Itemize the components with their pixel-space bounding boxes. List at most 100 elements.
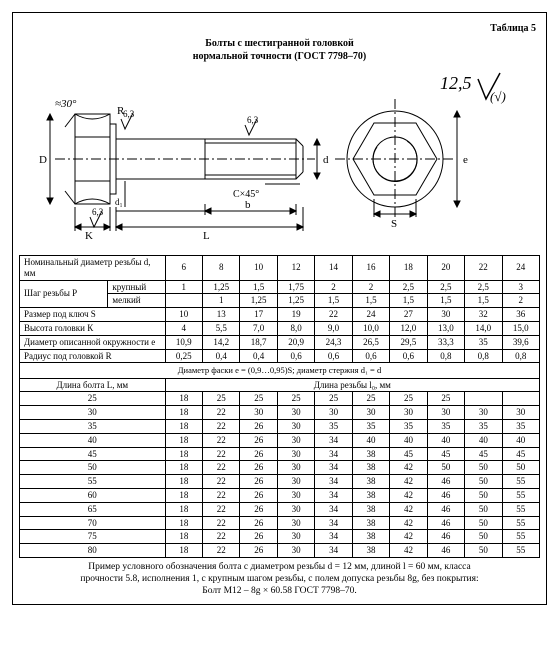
cell: 25	[203, 392, 240, 406]
cell: 45	[502, 447, 539, 461]
cell: 0,4	[240, 349, 277, 363]
cell: 22	[315, 308, 352, 322]
cell: 14	[315, 256, 352, 281]
cell: 30	[277, 516, 314, 530]
cell: 10,9	[165, 335, 202, 349]
dim-D: D	[39, 154, 47, 166]
cell: 30	[277, 475, 314, 489]
cell: 42	[390, 488, 427, 502]
cell: 12,0	[390, 321, 427, 335]
cell: 38	[352, 544, 389, 558]
length-L: 55	[20, 475, 166, 489]
cell: 30	[277, 488, 314, 502]
footer-line: прочности 5.8, исполнения 1, с крупным ш…	[80, 574, 478, 584]
cell: 39,6	[502, 335, 539, 349]
cell: 2	[352, 280, 389, 294]
cell: 46	[427, 488, 464, 502]
cell: 16	[352, 256, 389, 281]
cell: 2	[502, 294, 539, 308]
cell: 40	[502, 433, 539, 447]
surface-sub: (√)	[490, 89, 506, 104]
cell: 30	[277, 447, 314, 461]
row-hdr: Номинальный диаметр резьбы d, мм	[20, 256, 166, 281]
cell: 30	[502, 406, 539, 420]
ra-mark: 6,3	[92, 207, 104, 217]
cell: 12	[277, 256, 314, 281]
cell: 25	[427, 392, 464, 406]
cell: 55	[502, 488, 539, 502]
cell: 24,3	[315, 335, 352, 349]
cell: 34	[315, 488, 352, 502]
cell: 18	[165, 392, 202, 406]
cell	[465, 392, 502, 406]
length-L: 25	[20, 392, 166, 406]
footer-note: Пример условного обозначения болта с диа…	[19, 562, 540, 598]
cell: 1,5	[240, 280, 277, 294]
cell: 4	[165, 321, 202, 335]
cell: 22	[203, 544, 240, 558]
cell: 30	[277, 433, 314, 447]
cell: 50	[465, 461, 502, 475]
cell: 25	[240, 392, 277, 406]
cell: 18	[390, 256, 427, 281]
cell: 30	[277, 419, 314, 433]
dim-d: d	[323, 154, 329, 166]
cell: 40	[390, 433, 427, 447]
cell: 30	[277, 461, 314, 475]
cell: 22	[203, 406, 240, 420]
length-L: 50	[20, 461, 166, 475]
row-hdr: Шаг резьбы Р	[20, 280, 108, 308]
cell: 1	[203, 294, 240, 308]
cell: 13	[203, 308, 240, 322]
cell: 1,5	[465, 294, 502, 308]
cell: 22	[203, 488, 240, 502]
cell: 17	[240, 308, 277, 322]
cell: 30	[277, 406, 314, 420]
cell: 20	[427, 256, 464, 281]
cell: 42	[390, 461, 427, 475]
cell: 38	[352, 475, 389, 489]
cell	[165, 294, 202, 308]
cell: 26	[240, 530, 277, 544]
cell: 42	[390, 516, 427, 530]
cell: 30	[277, 530, 314, 544]
dim-b: b	[245, 199, 251, 211]
cell: 1,5	[390, 294, 427, 308]
cell: 46	[427, 530, 464, 544]
length-L: 30	[20, 406, 166, 420]
cell: 22	[203, 502, 240, 516]
cell: 22	[203, 530, 240, 544]
cell: 30	[427, 308, 464, 322]
length-L: 45	[20, 447, 166, 461]
cell: 18	[165, 419, 202, 433]
cell: 35	[352, 419, 389, 433]
cell: 40	[352, 433, 389, 447]
length-L: 35	[20, 419, 166, 433]
cell: 18	[165, 433, 202, 447]
cell: 30	[277, 502, 314, 516]
col-hdr-L: Длина болта L, мм	[20, 378, 166, 392]
cell: 35	[315, 419, 352, 433]
parameters-table: Номинальный диаметр резьбы d, мм 6 8 10 …	[19, 255, 540, 379]
cell: 20,9	[277, 335, 314, 349]
cell: 0,25	[165, 349, 202, 363]
cell: 42	[390, 544, 427, 558]
cell: 32	[465, 308, 502, 322]
cell: 35	[427, 419, 464, 433]
cell: 34	[315, 502, 352, 516]
cell: 8,0	[277, 321, 314, 335]
cell: 50	[465, 502, 502, 516]
cell: 0,6	[390, 349, 427, 363]
surface-value: 12,5	[440, 73, 472, 93]
cell: 26	[240, 502, 277, 516]
length-L: 65	[20, 502, 166, 516]
cell: 22	[203, 461, 240, 475]
cell: 34	[315, 433, 352, 447]
length-L: 60	[20, 488, 166, 502]
footer-line: Болт М12 – 8g × 60.58 ГОСТ 7798–70.	[202, 586, 357, 596]
page-title: Болты с шестигранной головкой нормальной…	[19, 38, 540, 63]
cell: 55	[502, 516, 539, 530]
cell: 36	[502, 308, 539, 322]
cell: 34	[315, 461, 352, 475]
cell: 35	[502, 419, 539, 433]
